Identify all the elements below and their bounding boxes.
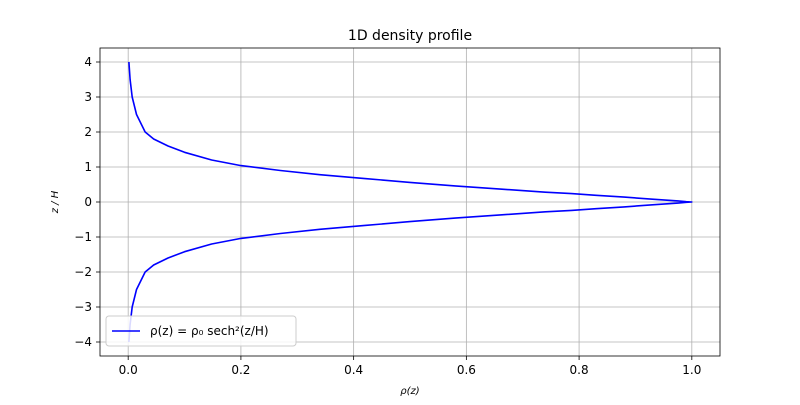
y-tick-label: 4 [84, 55, 92, 69]
x-tick-label: 0.8 [570, 363, 589, 377]
axis-ticks: 0.0 0.2 0.4 0.6 0.8 1.0 −4 −3 −2 −1 0 1 2 3 4 [74, 55, 701, 377]
x-axis-label: ρ(z) [400, 386, 419, 397]
x-tick-label: 0.0 [119, 363, 138, 377]
y-tick-label: 1 [84, 160, 92, 174]
y-tick-label: −3 [74, 300, 92, 314]
x-tick-label: 0.6 [457, 363, 476, 377]
y-tick-label: 3 [84, 90, 92, 104]
y-tick-label: 2 [84, 125, 92, 139]
chart-title: 1D density profile [348, 28, 472, 44]
density-curve [128, 61, 693, 343]
legend-entry-label: ρ(z) = ρ₀ sech²(z/H) [150, 324, 269, 338]
legend-box [105, 315, 297, 347]
y-axis-label: z / H [50, 190, 61, 214]
y-tick-label: −4 [74, 335, 92, 349]
y-tick-label: −2 [74, 265, 92, 279]
y-tick-label: 0 [84, 195, 92, 209]
data-layer [128, 61, 693, 343]
grid [100, 48, 720, 356]
x-tick-label: 0.4 [344, 363, 363, 377]
legend: ρ(z) = ρ₀ sech²(z/H) [105, 315, 297, 347]
x-tick-label: 1.0 [682, 363, 701, 377]
y-tick-label: −1 [74, 230, 92, 244]
x-tick-label: 0.2 [231, 363, 250, 377]
